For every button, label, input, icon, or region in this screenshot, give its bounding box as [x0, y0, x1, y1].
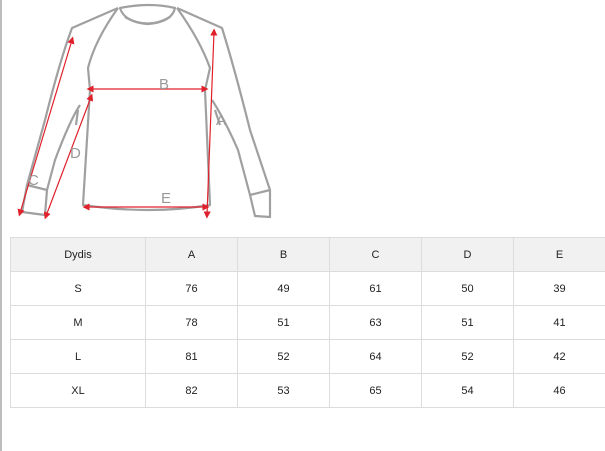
- label-e: E: [161, 190, 171, 207]
- measurement-cell: 76: [145, 271, 238, 306]
- measurement-cell: 65: [329, 373, 422, 408]
- label-a: A: [216, 112, 226, 129]
- measurement-cell: 42: [513, 339, 605, 374]
- measurement-cell: 46: [513, 373, 605, 408]
- header-d: D: [421, 237, 514, 272]
- measurement-cell: 82: [145, 373, 238, 408]
- label-b: B: [159, 76, 169, 93]
- size-cell: L: [10, 339, 146, 374]
- table-row: S 76 49 61 50 39: [10, 271, 605, 306]
- table-row: L 81 52 64 52 42: [10, 339, 605, 374]
- measurement-cell: 61: [329, 271, 422, 306]
- sweater-measurement-diagram: B A D C E: [17, 3, 272, 220]
- table-header-row: Dydis A B C D E: [10, 237, 605, 272]
- measurement-cell: 53: [237, 373, 330, 408]
- sweater-outline: [20, 3, 272, 219]
- header-e: E: [513, 237, 605, 272]
- size-cell: M: [10, 305, 146, 340]
- table-row: XL 82 53 65 54 46: [10, 373, 605, 408]
- measurement-cell: 39: [513, 271, 605, 306]
- measurement-cell: 50: [421, 271, 514, 306]
- measurement-cell: 41: [513, 305, 605, 340]
- left-border: [0, 0, 2, 451]
- measurement-cell: 81: [145, 339, 238, 374]
- measurement-cell: 63: [329, 305, 422, 340]
- arrow-d: [43, 93, 94, 220]
- header-a: A: [145, 237, 238, 272]
- size-table: Dydis A B C D E S 76 49 61 50 39 M 78 51 63 51 41 L 8…: [10, 237, 605, 408]
- label-d: D: [70, 145, 81, 162]
- header-size: Dydis: [10, 237, 146, 272]
- size-cell: S: [10, 271, 146, 306]
- measurement-cell: 78: [145, 305, 238, 340]
- header-b: B: [237, 237, 330, 272]
- measurement-arrows: [17, 28, 218, 220]
- table-row: M 78 51 63 51 41: [10, 305, 605, 340]
- size-cell: XL: [10, 373, 146, 408]
- header-c: C: [329, 237, 422, 272]
- measurement-cell: 64: [329, 339, 422, 374]
- measurement-cell: 54: [421, 373, 514, 408]
- arrow-a: [203, 28, 218, 219]
- label-c: C: [28, 172, 39, 189]
- measurement-cell: 51: [421, 305, 514, 340]
- measurement-cell: 49: [237, 271, 330, 306]
- measurement-cell: 52: [237, 339, 330, 374]
- measurement-cell: 52: [421, 339, 514, 374]
- measurement-cell: 51: [237, 305, 330, 340]
